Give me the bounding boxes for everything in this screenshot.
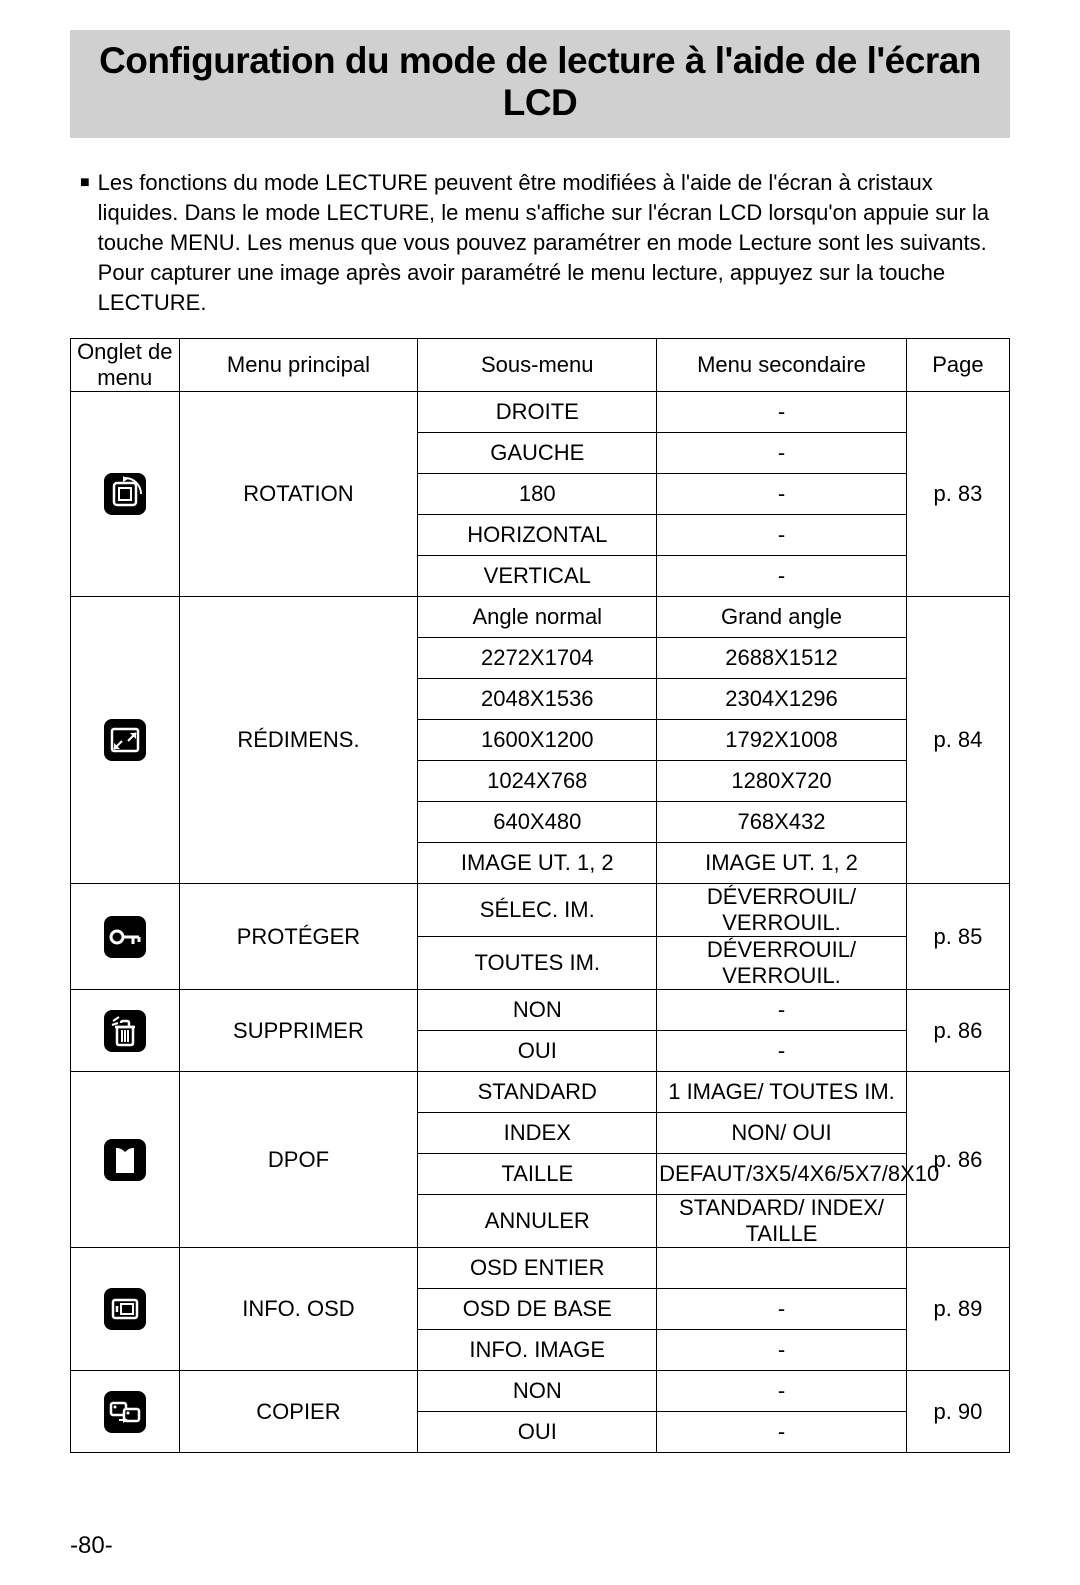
cell: - bbox=[657, 433, 907, 474]
infoosd-page: p. 89 bbox=[906, 1248, 1009, 1371]
table-header-row: Onglet de menu Menu principal Sous-menu … bbox=[71, 339, 1010, 392]
page-title: Configuration du mode de lecture à l'aid… bbox=[80, 40, 1000, 124]
redimens-icon-cell bbox=[71, 597, 180, 884]
cell: 768X432 bbox=[657, 802, 907, 843]
cell: DROITE bbox=[418, 392, 657, 433]
cell bbox=[657, 1248, 907, 1289]
cell: 1 IMAGE/ TOUTES IM. bbox=[657, 1072, 907, 1113]
cell: 2304X1296 bbox=[657, 679, 907, 720]
cell: STANDARD bbox=[418, 1072, 657, 1113]
osd-icon bbox=[103, 1287, 147, 1331]
page-number: -80- bbox=[70, 1532, 113, 1560]
cell: TOUTES IM. bbox=[418, 937, 657, 990]
table-row: RÉDIMENS. Angle normal Grand angle p. 84 bbox=[71, 597, 1010, 638]
cell: - bbox=[657, 556, 907, 597]
cell: STANDARD/ INDEX/ TAILLE bbox=[657, 1195, 907, 1248]
cell: 640X480 bbox=[418, 802, 657, 843]
dpof-page: p. 86 bbox=[906, 1072, 1009, 1248]
title-bar: Configuration du mode de lecture à l'aid… bbox=[70, 30, 1010, 138]
manual-page: Configuration du mode de lecture à l'aid… bbox=[0, 0, 1080, 1585]
resize-icon bbox=[103, 718, 147, 762]
copier-main: COPIER bbox=[179, 1371, 418, 1453]
cell: OSD ENTIER bbox=[418, 1248, 657, 1289]
cell: IMAGE UT. 1, 2 bbox=[418, 843, 657, 884]
cell: NON bbox=[418, 990, 657, 1031]
cell: - bbox=[657, 1031, 907, 1072]
rotation-page: p. 83 bbox=[906, 392, 1009, 597]
copier-icon-cell bbox=[71, 1371, 180, 1453]
cell: - bbox=[657, 1371, 907, 1412]
th-onglet: Onglet de menu bbox=[71, 339, 180, 392]
proteger-icon-cell bbox=[71, 884, 180, 990]
trash-icon bbox=[103, 1009, 147, 1053]
cell: DÉVERROUIL/ VERROUIL. bbox=[657, 937, 907, 990]
cell: 1024X768 bbox=[418, 761, 657, 802]
cell: - bbox=[657, 1289, 907, 1330]
bullet-icon: ■ bbox=[80, 168, 90, 318]
cell: INDEX bbox=[418, 1113, 657, 1154]
copy-icon bbox=[103, 1390, 147, 1434]
cell: 2272X1704 bbox=[418, 638, 657, 679]
table-row: ROTATION DROITE - p. 83 bbox=[71, 392, 1010, 433]
menu-table: Onglet de menu Menu principal Sous-menu … bbox=[70, 338, 1010, 1453]
redimens-main: RÉDIMENS. bbox=[179, 597, 418, 884]
rotation-icon bbox=[103, 472, 147, 516]
dpof-icon-cell bbox=[71, 1072, 180, 1248]
intro-paragraph: ■ Les fonctions du mode LECTURE peuvent … bbox=[80, 168, 1000, 318]
intro-text: Les fonctions du mode LECTURE peuvent êt… bbox=[98, 168, 1000, 318]
th-secondaire: Menu secondaire bbox=[657, 339, 907, 392]
cell: TAILLE bbox=[418, 1154, 657, 1195]
cell: 2048X1536 bbox=[418, 679, 657, 720]
cell: SÉLEC. IM. bbox=[418, 884, 657, 937]
cell: ANNULER bbox=[418, 1195, 657, 1248]
cell: NON bbox=[418, 1371, 657, 1412]
cell: IMAGE UT. 1, 2 bbox=[657, 843, 907, 884]
cell: OUI bbox=[418, 1412, 657, 1453]
supprimer-main: SUPPRIMER bbox=[179, 990, 418, 1072]
cell: 1792X1008 bbox=[657, 720, 907, 761]
redimens-page: p. 84 bbox=[906, 597, 1009, 884]
cell: 1280X720 bbox=[657, 761, 907, 802]
cell: 2688X1512 bbox=[657, 638, 907, 679]
table-row: COPIER NON - p. 90 bbox=[71, 1371, 1010, 1412]
rotation-main: ROTATION bbox=[179, 392, 418, 597]
table-row: INFO. OSD OSD ENTIER p. 89 bbox=[71, 1248, 1010, 1289]
infoosd-main: INFO. OSD bbox=[179, 1248, 418, 1371]
dpof-main: DPOF bbox=[179, 1072, 418, 1248]
cell: 1600X1200 bbox=[418, 720, 657, 761]
cell: - bbox=[657, 515, 907, 556]
th-sousmenu: Sous-menu bbox=[418, 339, 657, 392]
table-row: PROTÉGER SÉLEC. IM. DÉVERROUIL/ VERROUIL… bbox=[71, 884, 1010, 937]
cell: - bbox=[657, 1412, 907, 1453]
rotation-icon-cell bbox=[71, 392, 180, 597]
cell: - bbox=[657, 990, 907, 1031]
table-row: SUPPRIMER NON - p. 86 bbox=[71, 990, 1010, 1031]
supprimer-page: p. 86 bbox=[906, 990, 1009, 1072]
cell: INFO. IMAGE bbox=[418, 1330, 657, 1371]
th-principal: Menu principal bbox=[179, 339, 418, 392]
cell: DEFAUT/3X5/4X6/5X7/8X10 bbox=[657, 1154, 907, 1195]
th-page: Page bbox=[906, 339, 1009, 392]
cell: HORIZONTAL bbox=[418, 515, 657, 556]
infoosd-icon-cell bbox=[71, 1248, 180, 1371]
cell: - bbox=[657, 392, 907, 433]
supprimer-icon-cell bbox=[71, 990, 180, 1072]
proteger-main: PROTÉGER bbox=[179, 884, 418, 990]
cell: OSD DE BASE bbox=[418, 1289, 657, 1330]
cell: Grand angle bbox=[657, 597, 907, 638]
cell: Angle normal bbox=[418, 597, 657, 638]
cell: 180 bbox=[418, 474, 657, 515]
table-row: DPOF STANDARD 1 IMAGE/ TOUTES IM. p. 86 bbox=[71, 1072, 1010, 1113]
cell: - bbox=[657, 1330, 907, 1371]
proteger-page: p. 85 bbox=[906, 884, 1009, 990]
cell: GAUCHE bbox=[418, 433, 657, 474]
copier-page: p. 90 bbox=[906, 1371, 1009, 1453]
cell: VERTICAL bbox=[418, 556, 657, 597]
cell: OUI bbox=[418, 1031, 657, 1072]
key-icon bbox=[103, 915, 147, 959]
cell: DÉVERROUIL/ VERROUIL. bbox=[657, 884, 907, 937]
cell: NON/ OUI bbox=[657, 1113, 907, 1154]
dpof-icon bbox=[103, 1138, 147, 1182]
cell: - bbox=[657, 474, 907, 515]
